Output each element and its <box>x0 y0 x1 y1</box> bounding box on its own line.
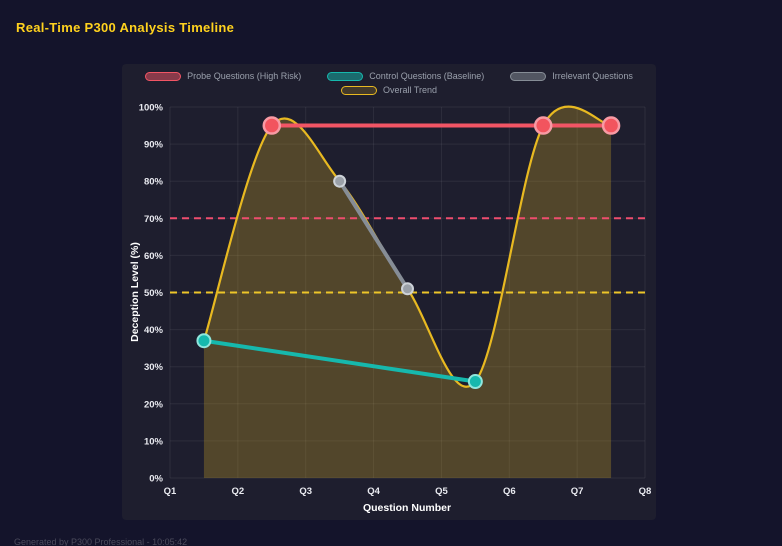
page-title: Real-Time P300 Analysis Timeline <box>16 20 235 35</box>
legend-label: Control Questions (Baseline) <box>369 71 485 81</box>
svg-text:20%: 20% <box>144 399 164 410</box>
svg-text:30%: 30% <box>144 362 164 373</box>
y-axis-title: Deception Level (%) <box>129 242 141 342</box>
svg-text:0%: 0% <box>149 474 163 485</box>
svg-text:Q6: Q6 <box>503 486 516 497</box>
legend-item-irrelevant-questions[interactable]: Irrelevant Questions <box>510 71 633 81</box>
legend-row-1: Probe Questions (High Risk) Control Quest… <box>145 71 633 81</box>
legend-label: Irrelevant Questions <box>552 71 633 81</box>
legend-swatch <box>340 85 377 95</box>
svg-text:Q1: Q1 <box>164 486 177 497</box>
legend-swatch <box>145 71 182 81</box>
svg-text:Q7: Q7 <box>571 486 584 497</box>
svg-text:Q8: Q8 <box>639 486 652 497</box>
svg-text:10%: 10% <box>144 436 164 447</box>
legend-swatch <box>510 71 547 81</box>
chart-legend: Probe Questions (High Risk) Control Quest… <box>122 71 656 95</box>
footer-note: Generated by P300 Professional - 10:05:4… <box>14 537 188 546</box>
legend-label: Overall Trend <box>382 85 438 95</box>
svg-text:Q3: Q3 <box>299 486 312 497</box>
legend-swatch <box>327 71 364 81</box>
svg-text:100%: 100% <box>139 103 164 114</box>
legend-row-2: Overall Trend <box>340 85 438 95</box>
legend-item-control-questions-baseline[interactable]: Control Questions (Baseline) <box>327 71 484 81</box>
svg-text:50%: 50% <box>144 288 164 299</box>
svg-text:Q4: Q4 <box>367 486 380 497</box>
svg-text:70%: 70% <box>144 214 164 225</box>
svg-text:80%: 80% <box>144 177 164 188</box>
legend-label: Probe Questions (High Risk) <box>187 71 302 81</box>
svg-text:60%: 60% <box>144 251 164 262</box>
chart-panel: Probe Questions (High Risk) Control Quest… <box>122 64 656 520</box>
svg-text:Q5: Q5 <box>435 486 448 497</box>
legend-item-overall-trend[interactable]: Overall Trend <box>340 85 438 95</box>
x-axis-title: Question Number <box>362 502 452 514</box>
plot-svg: 0% 10% 20% 30% 40% 50% 60% 70% 80% 90% 100% Q1 Q2 Q3 Q… <box>139 103 652 498</box>
svg-text:Q2: Q2 <box>232 486 245 497</box>
legend-item-probe-questions-high-risk[interactable]: Probe Questions (High Risk) <box>145 71 301 81</box>
svg-text:40%: 40% <box>144 325 164 336</box>
svg-text:90%: 90% <box>144 140 164 151</box>
